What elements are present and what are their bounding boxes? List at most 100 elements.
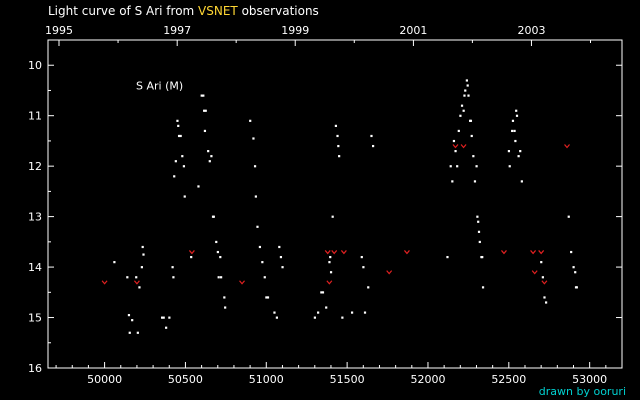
- observation-point: [325, 306, 328, 309]
- title-suffix: observations: [237, 4, 319, 18]
- y-tick-label: 13: [28, 211, 42, 224]
- upper-limit-point: [133, 280, 140, 285]
- observation-point: [570, 250, 573, 254]
- observation-point: [223, 296, 226, 299]
- observation-point: [135, 276, 138, 279]
- observation-point: [266, 296, 270, 299]
- observation-point: [256, 225, 259, 228]
- observation-point: [567, 215, 570, 218]
- title-highlight-vsnet: VSNET: [198, 4, 238, 18]
- observation-point: [142, 253, 145, 256]
- observation-point: [481, 286, 485, 289]
- observation-point: [465, 79, 468, 82]
- observation-point: [451, 180, 454, 183]
- observation-point: [370, 134, 373, 138]
- observation-point: [172, 276, 175, 279]
- observation-point: [476, 215, 479, 218]
- observation-point: [541, 276, 544, 279]
- x-tick-label: 50500: [168, 373, 203, 386]
- observation-point: [477, 230, 481, 233]
- observation-point: [160, 316, 164, 319]
- observation-point: [174, 160, 177, 163]
- observation-point: [313, 316, 316, 319]
- observation-point: [362, 266, 365, 269]
- y-tick-label: 16: [28, 362, 42, 375]
- observation-point: [472, 155, 475, 158]
- observation-point: [177, 124, 180, 127]
- observation-point: [179, 134, 182, 138]
- upper-limit-point: [403, 250, 410, 255]
- year-tick-label: 2003: [517, 24, 545, 37]
- observation-point: [320, 291, 323, 294]
- observation-point: [452, 139, 456, 143]
- observation-point: [331, 215, 334, 218]
- observation-point: [140, 266, 143, 269]
- x-tick-label: 53000: [572, 373, 607, 386]
- observation-point: [204, 109, 207, 112]
- star-label: S Ari (M): [136, 79, 183, 92]
- observation-point: [171, 266, 174, 269]
- observation-point: [281, 266, 284, 269]
- observation-point: [131, 319, 134, 322]
- observation-point: [165, 326, 168, 329]
- observation-point: [446, 255, 449, 259]
- upper-limit-point: [564, 144, 570, 149]
- upper-limit-point: [324, 250, 331, 255]
- observation-point: [273, 311, 276, 314]
- chart-title: Light curve of S Ari from VSNET observat…: [48, 4, 319, 18]
- observation-point: [220, 276, 223, 279]
- year-tick-label: 1997: [163, 24, 191, 37]
- upper-limit-point: [340, 250, 347, 255]
- upper-limit-point: [188, 250, 195, 255]
- upper-limit-point: [101, 280, 108, 285]
- observation-point: [182, 165, 186, 168]
- observation-point: [363, 311, 367, 314]
- observation-point: [462, 109, 465, 112]
- y-tick-label: 15: [28, 312, 42, 325]
- observation-point: [216, 250, 219, 254]
- observation-point: [517, 155, 520, 158]
- observation-point: [329, 255, 332, 259]
- observation-point: [511, 129, 514, 133]
- observation-point: [456, 165, 459, 168]
- observation-point: [253, 165, 257, 168]
- observation-point: [168, 316, 171, 319]
- x-tick-label: 51500: [330, 373, 365, 386]
- observation-point: [475, 165, 478, 168]
- observation-point: [457, 129, 460, 133]
- observation-point: [113, 261, 116, 264]
- observation-point: [215, 240, 218, 244]
- observation-point: [200, 94, 203, 97]
- upper-limit-point: [460, 144, 467, 149]
- observation-point: [543, 296, 546, 299]
- upper-limit-point: [452, 144, 459, 149]
- observation-point: [467, 94, 470, 97]
- observation-point: [473, 180, 477, 183]
- upper-limit-point: [530, 250, 537, 255]
- year-tick-label: 1999: [281, 24, 309, 37]
- observation-point: [520, 180, 523, 183]
- upper-limit-point: [541, 280, 548, 285]
- observation-point: [278, 245, 281, 249]
- observation-point: [197, 185, 200, 188]
- observation-point: [261, 261, 264, 264]
- observation-point: [460, 104, 464, 107]
- year-tick-label: 2001: [399, 24, 427, 37]
- y-tick-label: 10: [28, 59, 42, 72]
- observation-point: [360, 255, 363, 259]
- observation-point: [321, 291, 325, 294]
- observation-point: [478, 240, 481, 244]
- upper-limit-point: [538, 250, 545, 255]
- observation-point: [207, 150, 210, 153]
- observation-point: [128, 331, 131, 334]
- observation-point: [540, 261, 543, 264]
- observation-point: [219, 255, 222, 259]
- observation-point: [470, 134, 473, 138]
- observation-point: [575, 286, 578, 289]
- observation-point: [519, 150, 522, 153]
- x-tick-label: 50000: [87, 373, 122, 386]
- observation-point: [176, 119, 179, 122]
- observation-point: [203, 129, 207, 133]
- observation-point: [203, 109, 206, 112]
